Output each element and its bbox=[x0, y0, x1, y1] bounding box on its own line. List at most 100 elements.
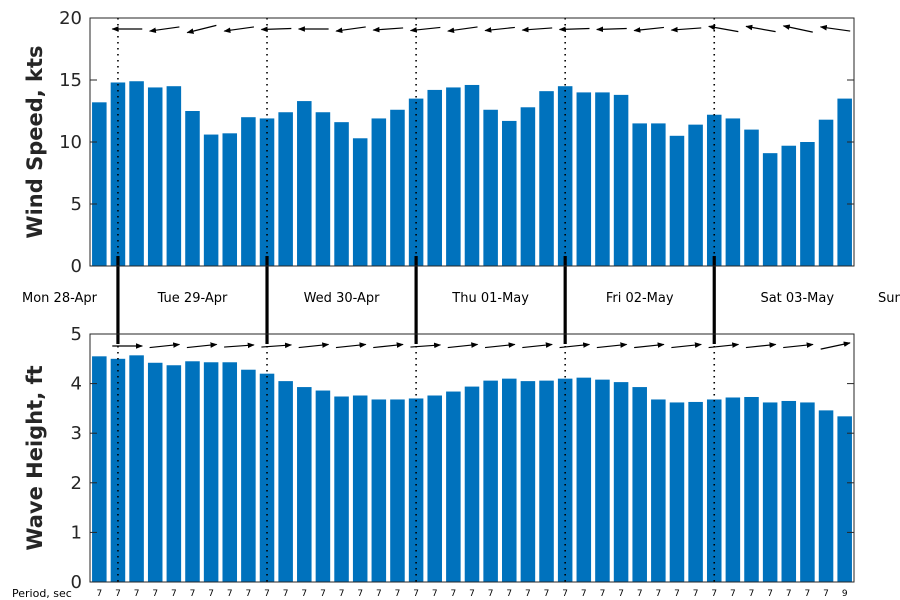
wave-bar-12 bbox=[315, 390, 331, 582]
wind-direction-arrow-7 bbox=[372, 26, 404, 33]
wind-bar-23 bbox=[520, 107, 536, 266]
period-value-0: 7 bbox=[96, 589, 102, 599]
period-value-34: 7 bbox=[730, 589, 736, 599]
period-value-21: 7 bbox=[488, 589, 494, 599]
wave-bar-23 bbox=[520, 381, 536, 582]
period-value-17: 7 bbox=[413, 589, 419, 599]
wind-bar-21 bbox=[483, 109, 498, 266]
wind-direction-arrow-16 bbox=[708, 24, 739, 33]
period-value-27: 7 bbox=[600, 589, 606, 599]
wave-bar-31 bbox=[669, 402, 685, 582]
wave-direction-arrow-17 bbox=[745, 342, 777, 349]
period-value-26: 7 bbox=[581, 589, 587, 599]
wave-direction-arrow-12 bbox=[559, 342, 591, 349]
wind-bar-27 bbox=[595, 92, 610, 267]
wind-bar-5 bbox=[185, 111, 200, 266]
wave-bar-9 bbox=[259, 373, 275, 582]
period-value-4: 7 bbox=[171, 589, 177, 599]
wave-direction-arrow-2 bbox=[186, 342, 218, 349]
wind-bar-18 bbox=[427, 89, 442, 266]
wave-axes-box bbox=[89, 333, 855, 583]
period-value-12: 7 bbox=[320, 589, 326, 599]
period-value-10: 7 bbox=[283, 589, 289, 599]
wind-bar-33 bbox=[706, 114, 722, 266]
period-value-6: 7 bbox=[208, 589, 214, 599]
wind-bar-31 bbox=[669, 135, 685, 266]
wave-direction-arrow-7 bbox=[373, 342, 404, 349]
wind-direction-arrow-4 bbox=[260, 26, 292, 33]
wind-bar-16 bbox=[390, 109, 405, 266]
wind-direction-arrow-3 bbox=[223, 26, 255, 33]
period-value-20: 7 bbox=[469, 589, 475, 599]
period-value-40: 9 bbox=[842, 589, 848, 599]
wind-bar-22 bbox=[502, 120, 517, 266]
period-value-30: 7 bbox=[655, 589, 661, 599]
wind-bar-2 bbox=[129, 81, 144, 267]
wave-direction-arrow-8 bbox=[410, 342, 442, 349]
wind-bar-20 bbox=[464, 84, 480, 267]
wind-direction-arrow-17 bbox=[745, 24, 776, 33]
wave-bar-30 bbox=[651, 399, 666, 582]
wind-direction-arrow-13 bbox=[596, 26, 627, 33]
period-value-39: 7 bbox=[823, 589, 829, 599]
period-value-2: 7 bbox=[134, 589, 140, 599]
wave-bar-21 bbox=[483, 380, 498, 582]
day-label-1: Tue 29-Apr bbox=[157, 291, 228, 306]
wind-direction-arrow-6 bbox=[335, 26, 366, 33]
wind-bar-17 bbox=[408, 98, 424, 266]
wave-bar-4 bbox=[166, 365, 182, 582]
wind-bar-13 bbox=[334, 122, 349, 266]
period-value-37: 7 bbox=[786, 589, 792, 599]
wind-ylabel: Wind Speed, kts bbox=[23, 45, 47, 238]
wind-bar-37 bbox=[781, 145, 797, 266]
day-label-3: Thu 01-May bbox=[451, 291, 529, 306]
wave-ytick-label-0: 0 bbox=[71, 572, 82, 593]
wind-direction-arrow-1 bbox=[148, 26, 180, 33]
period-value-9: 7 bbox=[264, 589, 270, 599]
period-value-11: 7 bbox=[301, 589, 307, 599]
wave-bar-26 bbox=[576, 377, 592, 582]
labels-layer: 0 5 10 15 20 Wind Speed, kts 0 1 2 3 4 5 Wave Height… bbox=[12, 8, 900, 600]
period-value-15: 7 bbox=[376, 589, 382, 599]
direction-arrows bbox=[111, 24, 851, 350]
wave-direction-arrow-18 bbox=[783, 342, 814, 349]
wave-bar-40 bbox=[837, 416, 852, 582]
wave-bar-10 bbox=[278, 381, 293, 582]
wave-ytick-label-5: 5 bbox=[71, 324, 82, 345]
period-value-16: 7 bbox=[395, 589, 401, 599]
wave-bar-20 bbox=[464, 386, 480, 582]
wind-bar-14 bbox=[352, 138, 368, 266]
wind-bar-11 bbox=[297, 101, 312, 266]
wave-bar-36 bbox=[762, 402, 778, 582]
wave-ytick-label-4: 4 bbox=[71, 374, 82, 395]
day-dividers bbox=[116, 18, 716, 582]
wave-bar-19 bbox=[446, 391, 461, 582]
axes-layer bbox=[89, 17, 855, 583]
wind-bar-7 bbox=[222, 133, 238, 266]
wind-direction-arrow-19 bbox=[819, 25, 851, 32]
wave-direction-arrow-11 bbox=[522, 342, 553, 349]
day-label-2: Wed 30-Apr bbox=[304, 291, 381, 306]
wind-direction-arrow-15 bbox=[670, 26, 702, 33]
period-value-31: 7 bbox=[674, 589, 680, 599]
wave-direction-arrow-16 bbox=[708, 342, 740, 349]
wind-direction-arrow-12 bbox=[558, 26, 590, 33]
wave-direction-arrow-3 bbox=[224, 342, 255, 349]
wind-ytick-label-1: 5 bbox=[71, 194, 82, 215]
period-label: Period, sec bbox=[12, 587, 72, 600]
wave-bar-5 bbox=[185, 361, 200, 582]
wind-bar-12 bbox=[315, 112, 331, 267]
period-value-13: 7 bbox=[339, 589, 345, 599]
wind-ytick-label-2: 10 bbox=[59, 132, 82, 153]
wave-bar-13 bbox=[334, 396, 349, 582]
period-value-18: 7 bbox=[432, 589, 438, 599]
wave-bar-25 bbox=[557, 378, 573, 582]
wave-direction-arrow-1 bbox=[149, 342, 181, 349]
wind-direction-arrow-8 bbox=[409, 26, 441, 33]
wind-bar-28 bbox=[613, 94, 629, 266]
period-value-5: 7 bbox=[190, 589, 196, 599]
wave-bar-32 bbox=[688, 401, 703, 582]
period-value-32: 7 bbox=[693, 589, 699, 599]
wave-bar-34 bbox=[725, 397, 741, 582]
